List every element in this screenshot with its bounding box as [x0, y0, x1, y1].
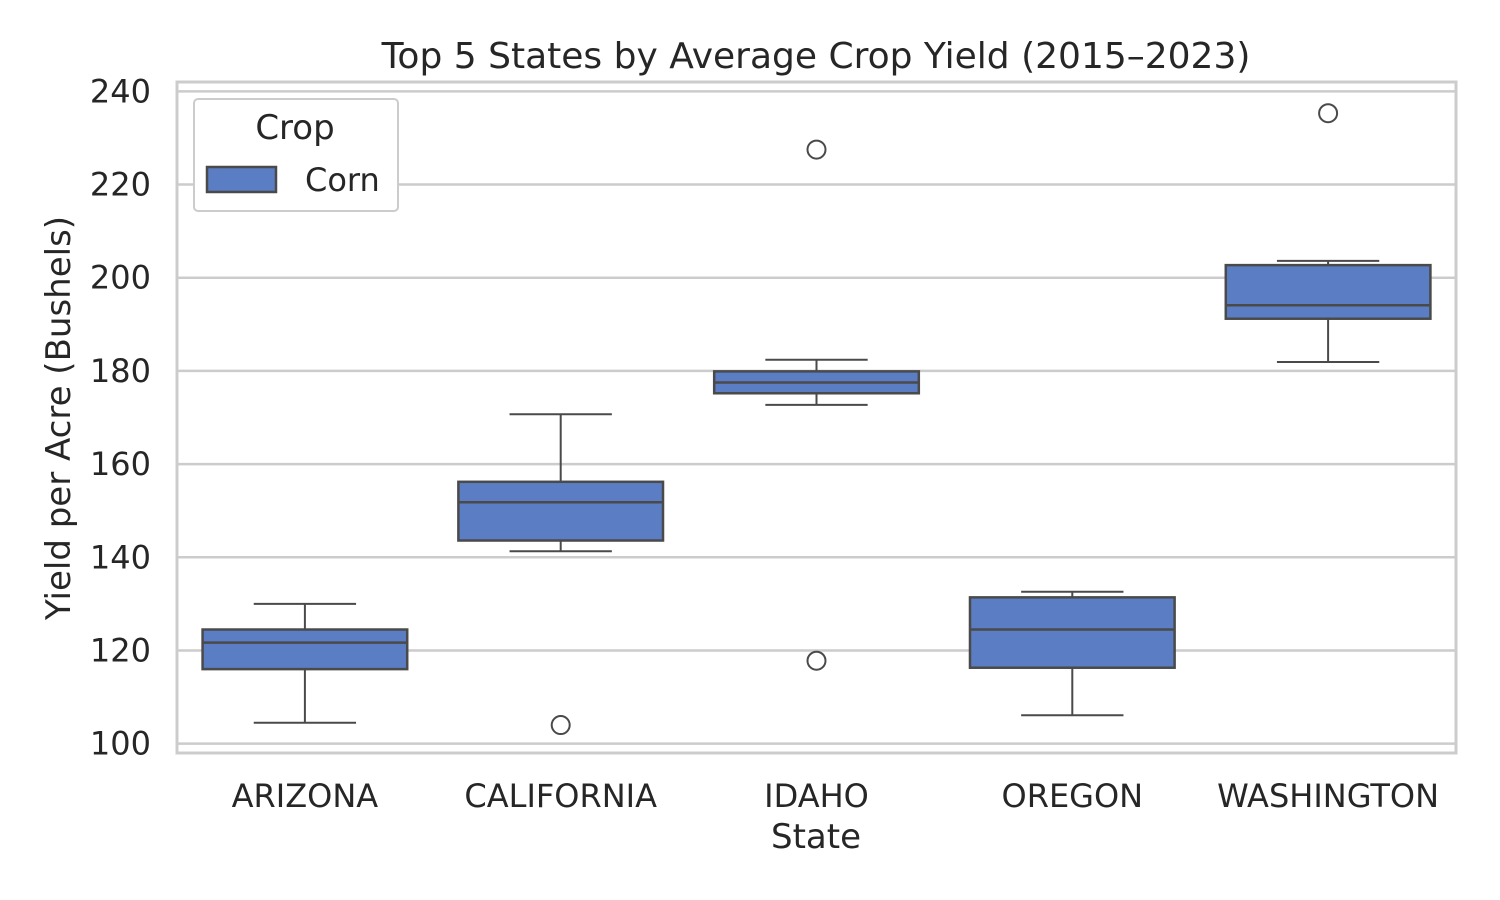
- legend-title: Crop: [255, 108, 334, 148]
- y-tick-label: 200: [90, 259, 151, 297]
- iqr-box: [201, 628, 409, 671]
- chart-title: Top 5 States by Average Crop Yield (2015…: [381, 36, 1251, 77]
- outlier-point: [550, 715, 571, 736]
- y-tick-label: 100: [90, 725, 151, 763]
- y-tick-label: 220: [90, 166, 151, 204]
- legend-entry-label: Corn: [305, 161, 380, 199]
- boxes: [201, 103, 1432, 736]
- x-tick-label: IDAHO: [764, 777, 869, 815]
- outlier-point: [1318, 103, 1339, 124]
- iqr-box: [457, 480, 665, 542]
- outlier-point: [806, 139, 827, 160]
- x-axis-label: State: [771, 817, 861, 857]
- x-tick-label: ARIZONA: [232, 777, 379, 815]
- box-washington: [1224, 103, 1432, 364]
- y-tick-labels: 100 120 140 160 180 200 220 240: [90, 72, 151, 762]
- x-tick-label: OREGON: [1002, 777, 1144, 815]
- iqr-box: [968, 596, 1176, 669]
- y-tick-label: 180: [90, 352, 151, 390]
- y-tick-label: 160: [90, 445, 151, 483]
- box-idaho: [712, 139, 921, 671]
- y-tick-label: 240: [90, 72, 151, 110]
- y-tick-label: 120: [90, 631, 151, 669]
- y-tick-label: 140: [90, 538, 151, 576]
- outlier-point: [806, 650, 827, 671]
- y-axis-label: Yield per Acre (Bushels): [39, 216, 79, 621]
- box-california: [457, 413, 665, 736]
- iqr-box: [1224, 263, 1432, 320]
- legend-swatch: [205, 165, 278, 194]
- x-tick-label: WASHINGTON: [1217, 777, 1439, 815]
- legend: Crop Corn: [193, 98, 399, 212]
- x-tick-label: CALIFORNIA: [464, 777, 657, 815]
- x-tick-labels: ARIZONA CALIFORNIA IDAHO OREGON WASHINGTON: [232, 777, 1439, 815]
- box-arizona: [201, 602, 409, 724]
- box-oregon: [968, 590, 1176, 717]
